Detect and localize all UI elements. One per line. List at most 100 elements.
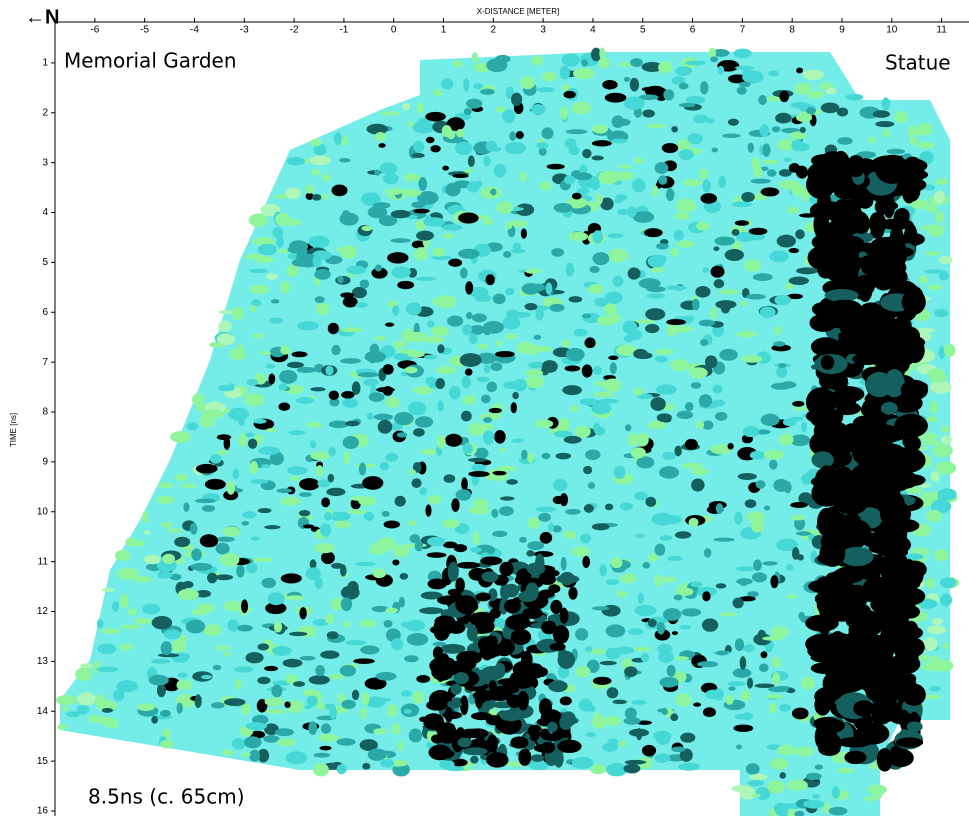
texture-blob [404,366,418,374]
texture-blob [400,690,412,697]
texture-blob [657,650,674,663]
texture-blob [194,498,216,504]
texture-blob [661,708,668,716]
texture-blob [575,666,591,678]
texture-blob [921,439,941,446]
texture-blob [928,224,945,237]
texture-blob [655,731,671,745]
texture-blob [288,631,308,637]
texture-blob [432,646,443,660]
texture-blob [494,662,506,676]
texture-blob [413,208,430,214]
texture-blob [244,736,262,749]
texture-blob [282,658,303,668]
texture-blob [174,473,188,482]
texture-blob [119,643,133,651]
texture-blob [727,118,739,126]
texture-blob [867,784,887,795]
texture-blob [640,653,650,663]
texture-blob [485,274,495,286]
texture-blob [873,692,888,707]
texture-blob [333,132,342,146]
texture-blob [671,325,693,333]
texture-blob [249,460,259,475]
texture-blob [760,187,780,197]
texture-blob [592,252,610,266]
texture-blob [185,619,206,634]
texture-blob [763,505,771,511]
texture-blob [735,744,743,750]
y-tick-label: 5 [42,257,48,268]
texture-blob [361,692,370,706]
texture-blob [341,327,363,333]
texture-blob [462,324,473,336]
texture-blob [736,330,758,338]
texture-blob [662,608,682,621]
texture-blob [776,538,798,552]
texture-blob [623,96,645,110]
texture-blob [314,296,325,304]
texture-blob [880,401,898,415]
texture-blob [930,380,952,394]
texture-blob [234,678,242,691]
texture-blob [646,286,666,293]
texture-blob [195,463,218,474]
texture-blob [269,451,284,466]
texture-blob [464,168,474,174]
texture-blob [803,799,825,809]
texture-blob [550,599,563,615]
texture-blob [414,540,424,552]
texture-blob [834,634,861,654]
texture-blob [901,683,926,706]
texture-blob [391,637,404,651]
texture-blob [942,642,950,650]
texture-blob [382,385,393,396]
texture-blob [447,315,464,327]
texture-blob [280,573,302,584]
texture-blob [526,562,546,576]
texture-blob [150,658,171,664]
texture-blob [405,302,422,316]
texture-blob [505,614,531,631]
texture-blob [857,302,885,326]
texture-blob [469,333,478,345]
texture-blob [212,664,222,671]
texture-blob [638,94,659,101]
texture-blob [342,621,351,628]
texture-blob [496,201,514,214]
texture-blob [612,275,624,287]
texture-blob [713,279,725,289]
texture-blob [159,709,171,717]
texture-blob [681,608,702,617]
texture-blob [568,146,580,156]
texture-blob [484,635,498,648]
texture-blob [196,589,212,598]
texture-blob [751,157,760,170]
texture-blob [257,748,270,763]
texture-blob [702,707,716,718]
texture-blob [275,212,291,226]
texture-blob [527,541,544,551]
texture-blob [688,517,699,527]
texture-blob [374,169,381,176]
texture-blob [290,475,300,481]
texture-blob [752,572,767,583]
texture-blob [895,737,924,748]
texture-blob [791,707,809,720]
texture-blob [674,531,692,539]
texture-blob [199,534,219,548]
texture-blob [285,751,308,765]
texture-blob [223,698,246,706]
texture-blob [299,607,307,620]
texture-blob [794,82,813,95]
texture-blob [407,350,425,358]
texture-blob [787,293,803,300]
texture-blob [591,140,612,147]
texture-blob [517,690,529,711]
texture-blob [599,47,606,60]
texture-blob [678,82,689,90]
texture-blob [453,672,469,685]
texture-blob [575,628,589,641]
texture-blob [453,544,468,553]
texture-blob [171,639,187,653]
